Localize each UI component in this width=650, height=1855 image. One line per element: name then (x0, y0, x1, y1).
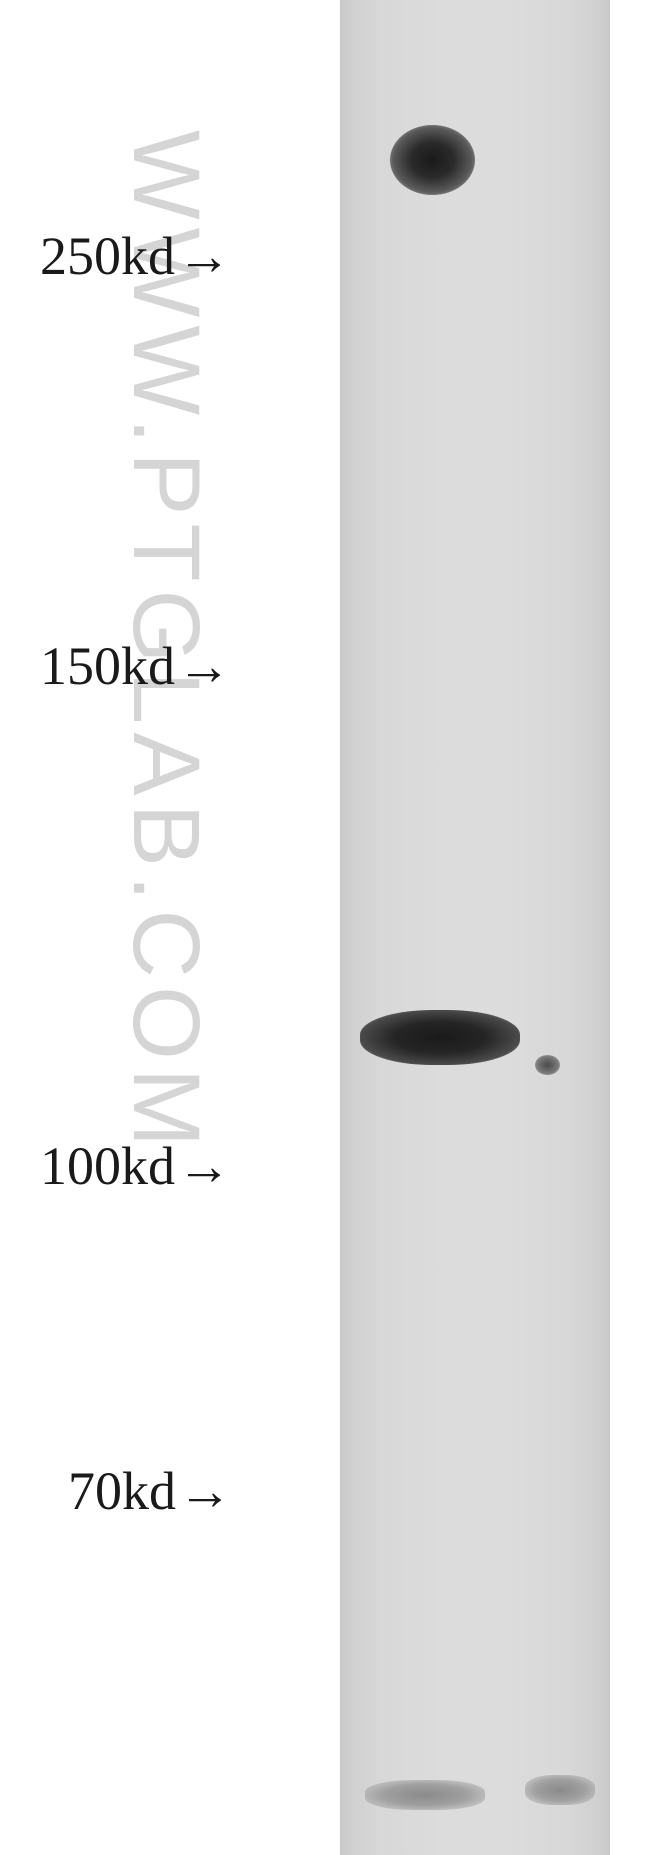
band-bottom-left (365, 1780, 485, 1810)
blot-lane (340, 0, 610, 1855)
marker-value: 70kd (68, 1460, 176, 1522)
band-main-dot (535, 1055, 560, 1075)
band-main (360, 1010, 520, 1065)
marker-100kd: 100kd→ (40, 1135, 231, 1197)
arrow-icon: → (177, 635, 231, 697)
marker-value: 250kd (40, 225, 175, 287)
band-bottom-right (525, 1775, 595, 1805)
arrow-icon: → (178, 1460, 232, 1522)
marker-value: 150kd (40, 635, 175, 697)
western-blot-figure: WWW.PTGLAB.COM 250kd→ 150kd→ 100kd→ 70kd… (0, 0, 650, 1855)
marker-150kd: 150kd→ (40, 635, 231, 697)
band-top-spot (390, 125, 475, 195)
marker-value: 100kd (40, 1135, 175, 1197)
arrow-icon: → (177, 225, 231, 287)
arrow-icon: → (177, 1135, 231, 1197)
marker-250kd: 250kd→ (40, 225, 231, 287)
marker-70kd: 70kd→ (68, 1460, 232, 1522)
